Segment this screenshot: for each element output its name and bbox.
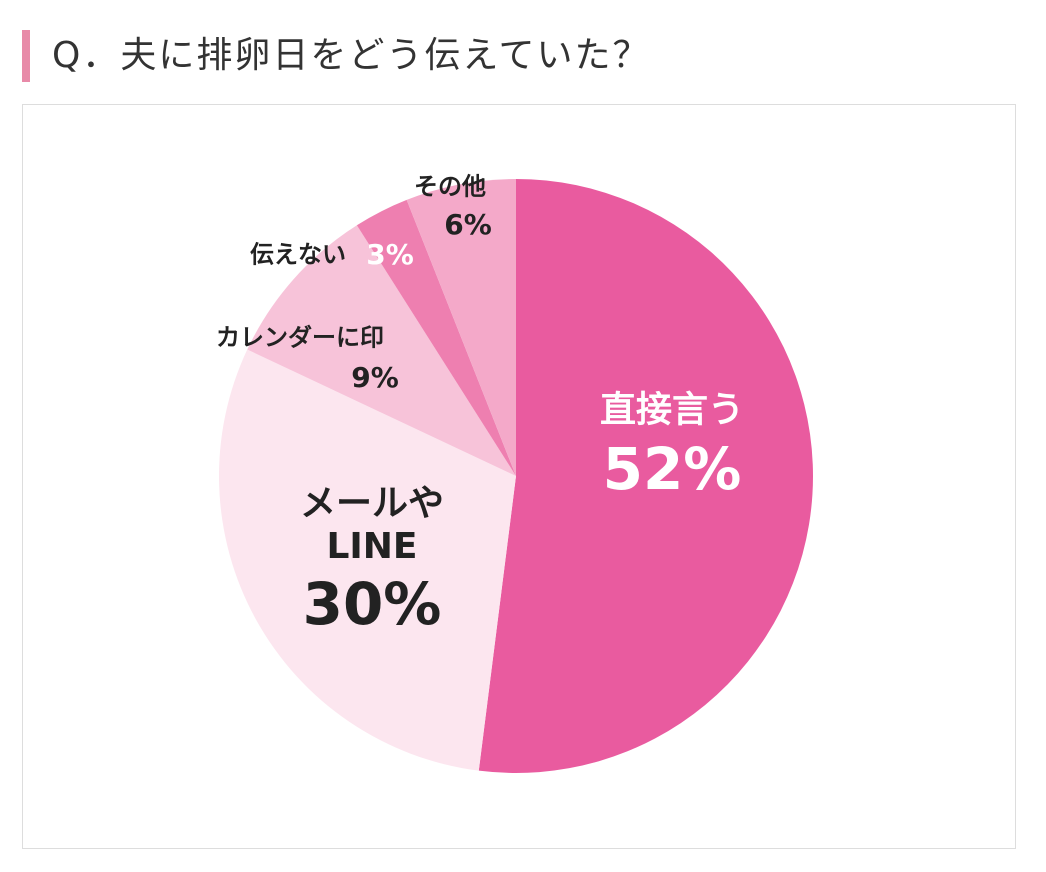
slice-label: メールや LINE bbox=[299, 482, 445, 567]
chart-title: Q．夫に排卵日をどう伝えていた？ bbox=[52, 35, 651, 76]
pie-slice bbox=[406, 179, 516, 476]
slice-label: カレンダーに印 bbox=[216, 323, 384, 352]
value-label: 52% bbox=[602, 435, 742, 504]
value-label: 30% bbox=[302, 570, 442, 639]
chart-frame bbox=[22, 104, 1016, 849]
value-label: 9% bbox=[351, 361, 399, 395]
value-label: 3% bbox=[366, 238, 414, 272]
slice-label: 伝えない bbox=[250, 240, 346, 269]
value-label: 6% bbox=[444, 208, 492, 242]
pie-slice bbox=[247, 225, 517, 476]
title-accent bbox=[22, 30, 30, 82]
pie-slice bbox=[219, 349, 516, 771]
pie-slice bbox=[356, 199, 516, 476]
slice-label: その他 bbox=[414, 172, 486, 201]
pie-slice bbox=[478, 179, 813, 773]
slice-label: 直接言う bbox=[599, 389, 745, 431]
